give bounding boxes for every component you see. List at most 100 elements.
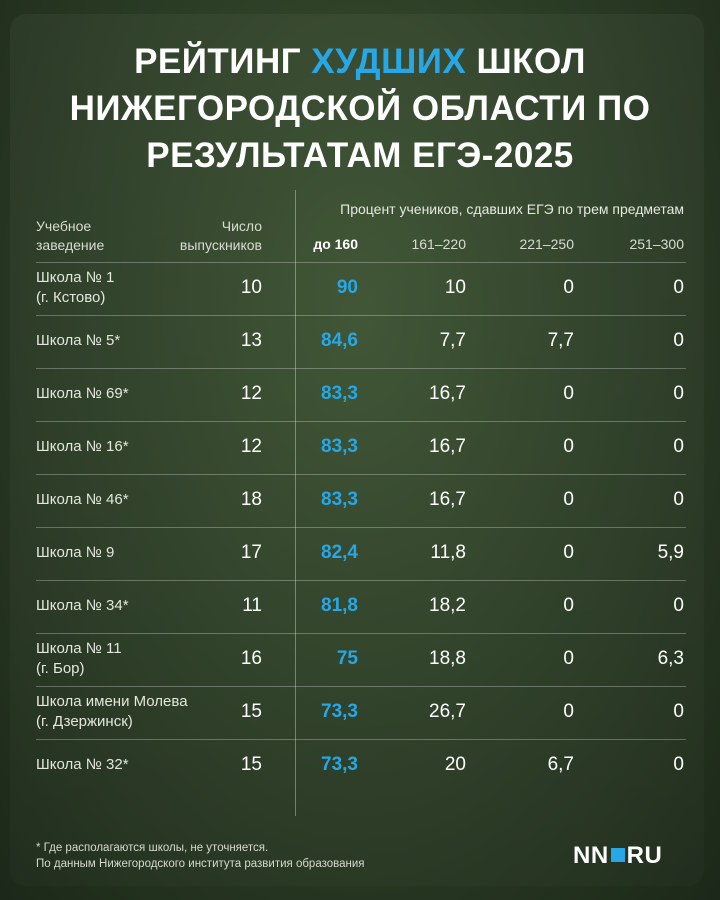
pct-251-300: 5,9 <box>657 542 684 563</box>
graduates-count: 16 <box>240 648 262 669</box>
pct-251-300: 0 <box>673 754 684 775</box>
title-line-2: НИЖЕГОРОДСКОЙ ОБЛАСТИ ПО <box>69 89 651 128</box>
row-divider <box>36 421 686 422</box>
pct-251-300: 0 <box>673 330 684 351</box>
graduates-header: Число выпускников <box>150 217 262 255</box>
page-title: РЕЙТИНГ ХУДШИХ ШКОЛ НИЖЕГОРОДСКОЙ ОБЛАСТ… <box>0 38 720 179</box>
header-text: выпускников <box>179 237 262 253</box>
score-group-header: Процент учеников, сдавших ЕГЭ по трем пр… <box>340 201 684 217</box>
pct-221-250: 0 <box>563 383 574 404</box>
header-text: Учебное <box>36 218 92 234</box>
title-line-1: РЕЙТИНГ ХУДШИХ ШКОЛ <box>0 38 720 85</box>
row-divider <box>36 686 686 687</box>
graduates-count: 10 <box>240 277 262 298</box>
pct-to-160: 83,3 <box>321 436 358 457</box>
school-location: (г. Дзержинск) <box>36 713 133 730</box>
pct-161-220: 16,7 <box>429 383 466 404</box>
pct-221-250: 6,7 <box>547 754 574 775</box>
graduates-count: 11 <box>242 595 262 616</box>
school-name-line: Школа имени Молева <box>36 693 188 710</box>
pct-to-160: 82,4 <box>321 542 358 563</box>
school-name-line: Школа № 34* <box>36 597 129 614</box>
column-header-251-300: 251–300 <box>629 236 684 252</box>
school-name: Школа № 32* <box>36 755 129 775</box>
row-divider <box>36 580 686 581</box>
graduates-count: 18 <box>240 489 262 510</box>
logo-square-icon <box>610 848 625 862</box>
pct-251-300: 0 <box>673 277 684 298</box>
graduates-count: 17 <box>240 542 262 563</box>
school-name-line: Школа № 9 <box>36 544 115 561</box>
title-text: РЕЙТИНГ <box>134 42 312 81</box>
school-location: (г. Бор) <box>36 660 85 677</box>
pct-221-250: 0 <box>563 489 574 510</box>
row-divider <box>36 315 686 316</box>
row-divider <box>36 633 686 634</box>
pct-161-220: 11,8 <box>430 542 466 563</box>
pct-to-160: 84,6 <box>321 330 358 351</box>
graduates-count: 15 <box>240 701 262 722</box>
pct-161-220: 18,2 <box>429 595 466 616</box>
title-line-3: РЕЗУЛЬТАТАМ ЕГЭ-2025 <box>146 136 574 175</box>
school-name: Школа имени Молева (г. Дзержинск) <box>36 692 188 732</box>
footnote-text: * Где располагаются школы, не уточняется… <box>36 842 269 854</box>
school-name-line: Школа № 11 <box>36 640 122 657</box>
pct-to-160: 75 <box>336 648 358 669</box>
graduates-count: 12 <box>240 383 262 404</box>
pct-251-300: 6,3 <box>657 648 684 669</box>
row-divider <box>36 739 686 740</box>
header-text: заведение <box>36 237 105 253</box>
pct-161-220: 26,7 <box>429 701 466 722</box>
school-name: Школа № 1 (г. Кстово) <box>36 268 114 308</box>
pct-161-220: 18,8 <box>429 648 466 669</box>
header-text: Число <box>221 218 262 234</box>
row-divider <box>36 527 686 528</box>
pct-161-220: 10 <box>444 277 466 298</box>
source-text: По данным Нижегородского института разви… <box>36 858 365 870</box>
pct-161-220: 20 <box>444 754 466 775</box>
pct-to-160: 83,3 <box>321 383 358 404</box>
school-name: Школа № 46* <box>36 490 129 510</box>
graduates-count: 13 <box>240 330 262 351</box>
school-name-line: Школа № 5* <box>36 332 121 349</box>
school-name: Школа № 11 (г. Бор) <box>36 639 122 679</box>
row-divider <box>36 474 686 475</box>
logo-text: NN <box>573 842 609 869</box>
pct-221-250: 0 <box>563 648 574 669</box>
pct-to-160: 73,3 <box>321 701 358 722</box>
school-name: Школа № 34* <box>36 596 129 616</box>
pct-to-160: 81,8 <box>321 595 358 616</box>
school-name: Школа № 69* <box>36 384 129 404</box>
pct-to-160: 83,3 <box>321 489 358 510</box>
pct-251-300: 0 <box>673 489 684 510</box>
school-name: Школа № 5* <box>36 331 120 351</box>
graduates-count: 15 <box>240 754 262 775</box>
institution-header: Учебное заведение <box>36 217 104 255</box>
background-card <box>10 14 704 886</box>
pct-221-250: 0 <box>563 542 574 563</box>
school-name-line: Школа № 1 <box>36 269 115 286</box>
row-divider <box>36 368 686 369</box>
pct-161-220: 7,7 <box>439 330 466 351</box>
pct-221-250: 0 <box>563 701 574 722</box>
school-name-line: Школа № 16* <box>36 438 129 455</box>
column-header-to-160: до 160 <box>313 236 358 252</box>
title-text: ШКОЛ <box>466 42 586 81</box>
pct-251-300: 0 <box>673 383 684 404</box>
school-name: Школа № 9 <box>36 543 114 563</box>
pct-161-220: 16,7 <box>429 489 466 510</box>
school-location: (г. Кстово) <box>36 289 106 306</box>
nn-ru-logo: NN RU <box>573 842 662 870</box>
pct-221-250: 0 <box>563 277 574 298</box>
school-name-line: Школа № 69* <box>36 385 129 402</box>
school-name-line: Школа № 46* <box>36 491 129 508</box>
school-name: Школа № 16* <box>36 437 129 457</box>
pct-251-300: 0 <box>673 436 684 457</box>
footnote: * Где располагаются школы, не уточняется… <box>36 840 365 872</box>
pct-251-300: 0 <box>673 595 684 616</box>
pct-to-160: 90 <box>336 277 358 298</box>
row-divider <box>36 262 686 263</box>
logo-text: RU <box>626 842 663 869</box>
graduates-count: 12 <box>240 436 262 457</box>
column-header-221-250: 221–250 <box>519 236 574 252</box>
